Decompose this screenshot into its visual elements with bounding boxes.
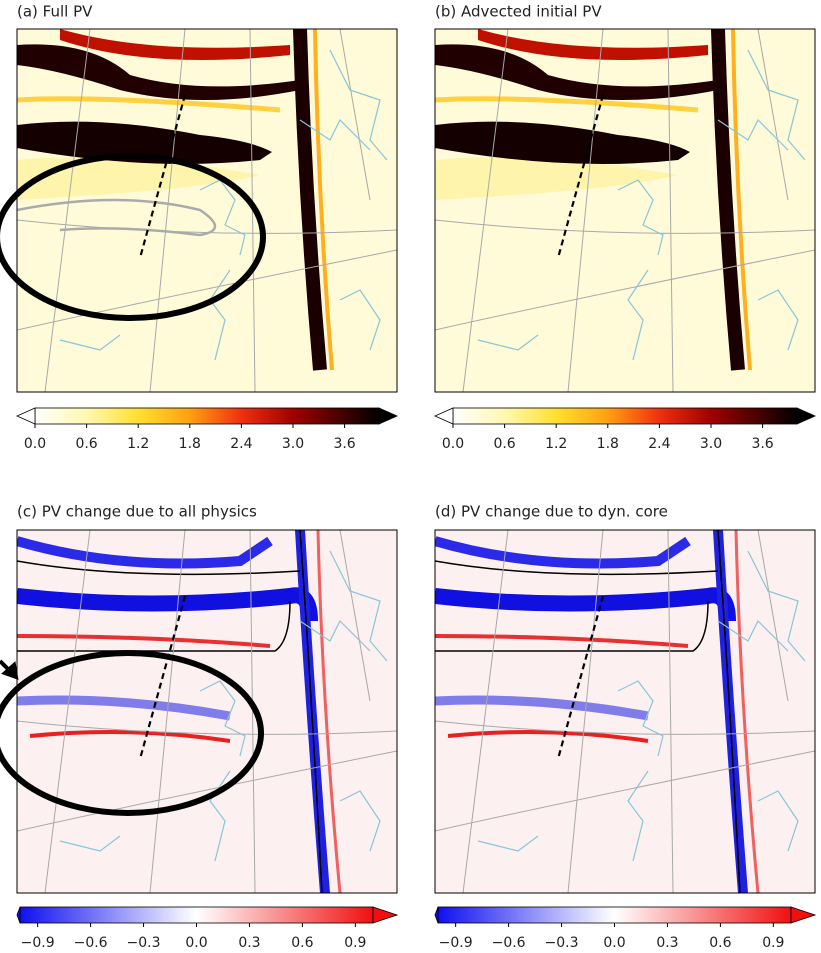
colorbar-tick-label: 1.8 (597, 436, 619, 452)
arrow (0, 661, 16, 677)
map (435, 530, 815, 893)
colorbar-extend (435, 408, 453, 424)
colorbar-tick-label: 1.2 (127, 436, 149, 452)
colorbar (453, 408, 797, 424)
panel-title: (b) Advected initial PV (435, 3, 602, 21)
colorbar-tick-label: 0.0 (442, 436, 464, 452)
colorbar-tick-label: 0.0 (24, 436, 46, 452)
colorbar-tick-label: 0.0 (603, 935, 625, 951)
panel-title: (a) Full PV (17, 3, 93, 21)
colorbar-tick-label: −0.6 (492, 935, 526, 951)
panel-title: (c) PV change due to all physics (17, 503, 257, 521)
colorbar-tick-label: 0.3 (656, 935, 678, 951)
colorbar-tick-label: −0.9 (439, 935, 473, 951)
colorbar-tick-label: 3.0 (700, 436, 722, 452)
colorbar-tick-label: 0.3 (238, 935, 260, 951)
panel-b: (b) Advected initial PV (435, 3, 815, 393)
colorbar-extend (791, 907, 815, 923)
colorbar-extend (379, 408, 397, 424)
colorbar-tick-label: 0.6 (291, 935, 313, 951)
colorbar-extend (797, 408, 815, 424)
colorbar-extend (373, 907, 397, 923)
colorbar-tick-label: 0.9 (344, 935, 366, 951)
colorbar-tick-label: 3.0 (282, 436, 304, 452)
colorbar-tick-label: 3.6 (333, 436, 355, 452)
colorbar-extend (17, 907, 20, 923)
map (17, 530, 397, 893)
colorbar (438, 907, 791, 923)
colorbar-extend (17, 408, 35, 424)
colorbar-tick-label: −0.9 (21, 935, 55, 951)
colorbar (35, 408, 379, 424)
colorbar-tick-label: −0.6 (74, 935, 108, 951)
panel-d: (d) PV change due to dyn. core (435, 503, 815, 894)
colorbar-tick-label: 3.6 (751, 436, 773, 452)
panel-title: (d) PV change due to dyn. core (435, 503, 668, 521)
colorbar-tick-label: 1.8 (179, 436, 201, 452)
colorbar (20, 907, 373, 923)
colorbar-tick-label: 0.6 (493, 436, 515, 452)
colorbar-tick-label: −0.3 (127, 935, 161, 951)
map (17, 29, 397, 392)
colorbar-tick-label: 2.4 (648, 436, 670, 452)
colorbar-tick-label: 0.9 (762, 935, 784, 951)
colorbar-tick-label: 1.2 (545, 436, 567, 452)
panel-a: (a) Full PV (0, 3, 397, 393)
colorbar-tick-label: 2.4 (230, 436, 252, 452)
map (435, 29, 815, 392)
colorbar-tick-label: 0.0 (185, 935, 207, 951)
panel-c: (c) PV change due to all physics (0, 503, 397, 894)
colorbar-tick-label: −0.3 (545, 935, 579, 951)
colorbar-tick-label: 0.6 (709, 935, 731, 951)
colorbar-tick-label: 0.6 (75, 436, 97, 452)
figure: (a) Full PV (b) Advected initial PV (c) … (0, 0, 821, 953)
colorbar-extend (435, 907, 438, 923)
